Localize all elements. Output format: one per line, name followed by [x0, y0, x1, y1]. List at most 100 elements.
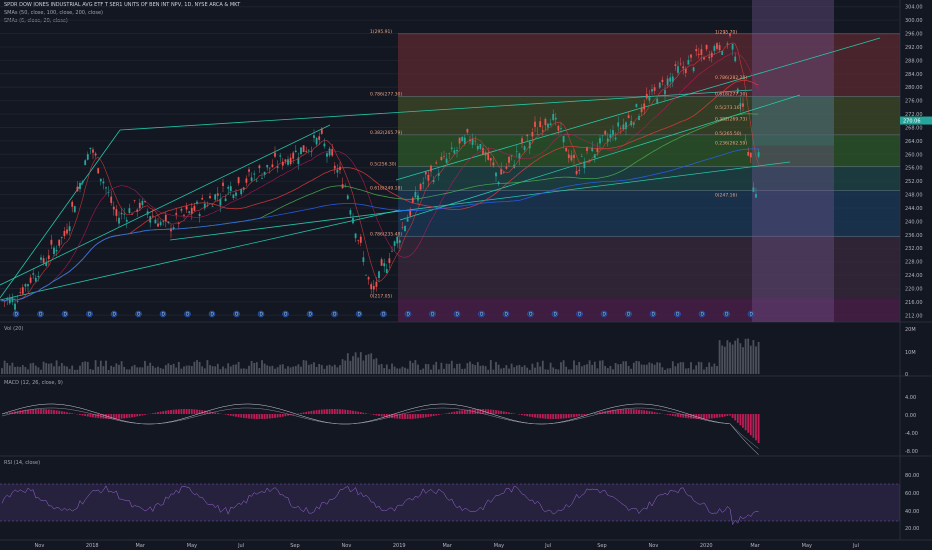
volume-bar	[482, 365, 484, 374]
volume-bar	[112, 366, 115, 374]
candle-body	[424, 171, 427, 175]
candle-body	[354, 233, 357, 239]
volume-bar	[227, 363, 230, 374]
macd-hist-bar	[255, 414, 258, 419]
candle-body	[229, 186, 232, 191]
macd-hist-bar	[118, 414, 120, 419]
macd-hist-bar	[497, 410, 500, 414]
candle-body	[739, 103, 742, 107]
candle-body	[656, 98, 659, 104]
volume-bar	[372, 359, 375, 374]
trendline	[0, 124, 331, 286]
volume-bar	[136, 367, 139, 374]
volume-bar	[32, 362, 35, 374]
candle-body	[318, 136, 321, 140]
candle-body	[151, 215, 154, 217]
macd-hist-bar	[450, 412, 453, 414]
volume-bar	[359, 352, 362, 374]
volume-bar	[385, 364, 388, 374]
price-tick-label: 268.00	[905, 125, 923, 131]
volume-bar	[24, 367, 27, 374]
macd-hist-bar	[489, 409, 492, 414]
candle-body	[357, 240, 360, 241]
macd-hist-bar	[89, 414, 92, 417]
candle-body	[79, 182, 81, 189]
candle-body	[578, 169, 581, 171]
macd-hist-bar	[183, 409, 185, 414]
volume-bar	[510, 363, 513, 374]
candle-body	[24, 284, 27, 287]
price-tick-label: 244.00	[905, 206, 923, 212]
macd-hist-bar	[227, 414, 230, 416]
time-tick-label: May	[494, 543, 504, 549]
candle-body	[687, 60, 690, 65]
macd-hist-bar	[484, 409, 487, 414]
volume-bar	[692, 369, 695, 374]
macd-hist-bar	[362, 412, 365, 414]
vol-tick-label: 10M	[905, 350, 916, 356]
volume-bar	[552, 367, 555, 374]
moving-averages	[1, 42, 759, 302]
macd-hist-bar	[245, 414, 248, 419]
volume-bar	[341, 359, 344, 374]
candle-body	[573, 154, 575, 159]
volume-bar	[92, 369, 94, 374]
macd-hist-bar	[318, 409, 321, 414]
candle-body	[510, 154, 513, 157]
macd-hist-bar	[240, 414, 243, 418]
volume-bar	[50, 363, 53, 374]
candle-body	[302, 145, 305, 153]
candle-body	[619, 127, 622, 129]
macd-hist-bar	[679, 414, 682, 418]
macd-hist-bar	[385, 414, 388, 418]
macd-hist-bar	[463, 409, 466, 414]
event-marker	[747, 310, 755, 318]
volume-bar	[240, 368, 243, 374]
event-marker-label: D	[407, 312, 411, 318]
macd-hist-bar	[276, 414, 279, 418]
macd-hist-bar	[24, 409, 27, 414]
macd-hist-bar	[547, 414, 549, 419]
macd-hist-bar	[716, 414, 718, 418]
candle-body	[86, 154, 89, 160]
macd-hist-bar	[658, 413, 661, 414]
highlight-zone	[752, 0, 834, 322]
candle-body	[456, 150, 458, 152]
macd-hist-bar	[736, 414, 739, 423]
volume-bar	[430, 369, 432, 374]
candle-body	[29, 277, 32, 283]
fib-level-label-right: 0.236(262.59)	[715, 141, 747, 147]
volume-bar	[666, 368, 669, 374]
macd-hist-bar	[32, 409, 35, 414]
volume-bar	[196, 360, 198, 374]
macd-hist-bar	[422, 414, 425, 418]
volume-bar	[21, 365, 24, 374]
candle-body	[492, 162, 495, 166]
volume-bar	[180, 368, 183, 374]
candle-body	[37, 275, 40, 278]
macd-hist-bar	[573, 414, 575, 418]
macd-hist-bar	[354, 411, 357, 414]
candle-body	[697, 54, 700, 55]
candle-body	[411, 197, 414, 203]
candle-body	[536, 133, 539, 135]
candle-body	[742, 103, 744, 107]
volume-bar	[255, 362, 258, 374]
volume-bar	[484, 366, 487, 374]
candle-body	[450, 147, 453, 149]
macd-hist-bar	[224, 414, 227, 415]
volume-bar	[149, 362, 152, 374]
volume-bar	[144, 360, 146, 374]
volume-bar	[458, 363, 461, 374]
macd-hist-bar	[570, 414, 573, 418]
candle-body	[214, 194, 217, 200]
time-tick-label: Nov	[35, 543, 45, 549]
volume-bar	[677, 363, 679, 374]
candle-body	[539, 121, 542, 128]
macd-hist-bar	[42, 409, 45, 414]
candle-body	[279, 155, 282, 157]
volume-bar	[1, 368, 3, 374]
volume-bar	[276, 367, 279, 374]
macd-hist-bar	[414, 414, 417, 419]
